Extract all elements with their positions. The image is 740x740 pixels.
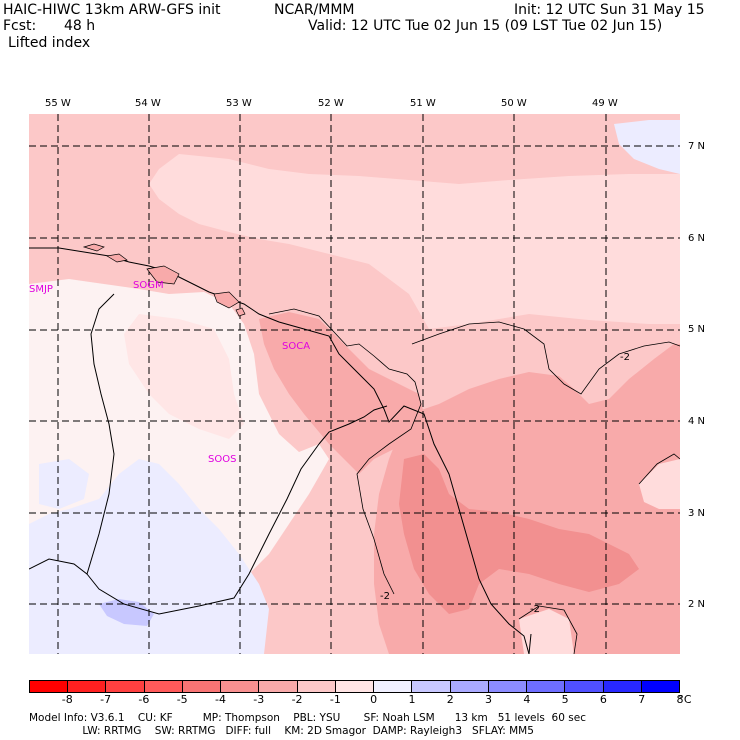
field-minus3-core — [399, 454, 639, 614]
field-plus1-w — [39, 459, 89, 509]
contour-minus2-se — [638, 453, 680, 485]
legend-swatch — [641, 681, 679, 692]
color-legend — [29, 680, 680, 693]
legend-swatch — [30, 681, 69, 692]
legend-label: -5 — [176, 693, 188, 706]
field-plus1-ne — [614, 120, 680, 174]
lifted-index-map — [29, 114, 680, 654]
contour-minus2-west — [268, 308, 422, 595]
model-info-line2: LW: RRTMG SW: RRTMG DIFF: full KM: 2D Sm… — [29, 725, 534, 737]
lat-tick-6n: 6 N — [688, 233, 706, 244]
contour-minus2-south — [518, 605, 578, 654]
field-plus2-sw — [99, 599, 154, 626]
legend-swatch — [68, 681, 107, 692]
lon-tick-54w: 54 W — [135, 98, 161, 109]
lon-tick-52w: 52 W — [318, 98, 344, 109]
lat-tick-7n: 7 N — [688, 141, 706, 152]
legend-swatch — [488, 681, 528, 692]
contour-label-s: -2 — [530, 604, 540, 615]
fcst-label: Fcst: — [3, 18, 37, 34]
init-time: Init: 12 UTC Sun 31 May 15 — [514, 2, 705, 18]
border-mid — [318, 405, 388, 445]
field-minus1-se — [519, 609, 574, 654]
field-minus1-east — [639, 459, 680, 509]
field-zero-west-2 — [124, 314, 244, 439]
org-label: NCAR/MMM — [274, 2, 355, 18]
legend-unit: °C — [678, 693, 692, 706]
coastal-shoals — [82, 243, 246, 317]
legend-label: -7 — [100, 693, 112, 706]
legend-swatch — [221, 681, 260, 692]
station-soca: SOCA — [282, 341, 311, 352]
lat-tick-5n: 5 N — [688, 324, 706, 335]
lon-tick-50w: 50 W — [501, 98, 527, 109]
lat-lon-grid — [29, 114, 680, 654]
legend-swatch — [450, 681, 489, 692]
legend-swatch — [565, 681, 604, 692]
legend-swatch — [603, 681, 642, 692]
legend-label: -2 — [291, 693, 303, 706]
legend-swatch — [527, 681, 566, 692]
legend-swatch — [144, 681, 183, 692]
legend-label: 2 — [446, 693, 454, 706]
model-info-line1: Model Info: V3.6.1 CU: KF MP: Thompson P… — [29, 712, 586, 724]
border-south — [86, 443, 320, 615]
contour-label-sw: -2 — [380, 591, 390, 602]
lon-tick-49w: 49 W — [592, 98, 618, 109]
legend-swatch — [182, 681, 222, 692]
legend-labels: -8 -7 -6 -5 -4 -3 -2 -1 0 1 2 3 4 5 6 7 8 °C — [0, 694, 740, 708]
legend-swatch — [374, 681, 413, 692]
legend-label: 8 — [676, 693, 684, 706]
legend-swatch — [412, 681, 451, 692]
legend-label: -1 — [329, 693, 341, 706]
legend-label: -3 — [253, 693, 265, 706]
model-title: HAIC-HIWC 13km ARW-GFS init — [3, 2, 221, 18]
field-name: Lifted index — [8, 35, 91, 51]
legend-label: 3 — [485, 693, 493, 706]
border-west — [29, 293, 115, 575]
legend-swatch — [297, 681, 336, 692]
lat-tick-2n: 2 N — [688, 599, 706, 610]
station-soos: SOOS — [208, 454, 237, 465]
border-fg-south — [528, 633, 532, 654]
legend-label: -4 — [214, 693, 226, 706]
lat-tick-4n: 4 N — [688, 416, 706, 427]
legend-label: 6 — [599, 693, 607, 706]
field-minus2-coast — [259, 312, 424, 474]
legend-swatch — [259, 681, 298, 692]
legend-label: -8 — [61, 693, 73, 706]
legend-label: 1 — [408, 693, 416, 706]
station-smjp: SMJP — [29, 284, 53, 295]
legend-label: 7 — [638, 693, 646, 706]
field-band-north-2 — [179, 162, 359, 244]
lat-tick-3n: 3 N — [688, 508, 706, 519]
coastline — [29, 247, 530, 654]
lon-tick-51w: 51 W — [410, 98, 436, 109]
legend-swatch — [106, 681, 145, 692]
valid-time: Valid: 12 UTC Tue 02 Jun 15 (09 LST Tue … — [308, 18, 663, 34]
legend-label: 0 — [370, 693, 378, 706]
legend-label: 5 — [561, 693, 569, 706]
lon-tick-53w: 53 W — [226, 98, 252, 109]
legend-label: 4 — [523, 693, 531, 706]
legend-label: -6 — [138, 693, 150, 706]
fcst-value: 48 h — [64, 18, 96, 34]
contour-label-ne: -2 — [620, 352, 630, 363]
legend-swatch — [335, 681, 375, 692]
contour-minus2-east — [411, 321, 680, 395]
lon-tick-55w: 55 W — [45, 98, 71, 109]
station-sogm: SOGM — [133, 280, 164, 291]
